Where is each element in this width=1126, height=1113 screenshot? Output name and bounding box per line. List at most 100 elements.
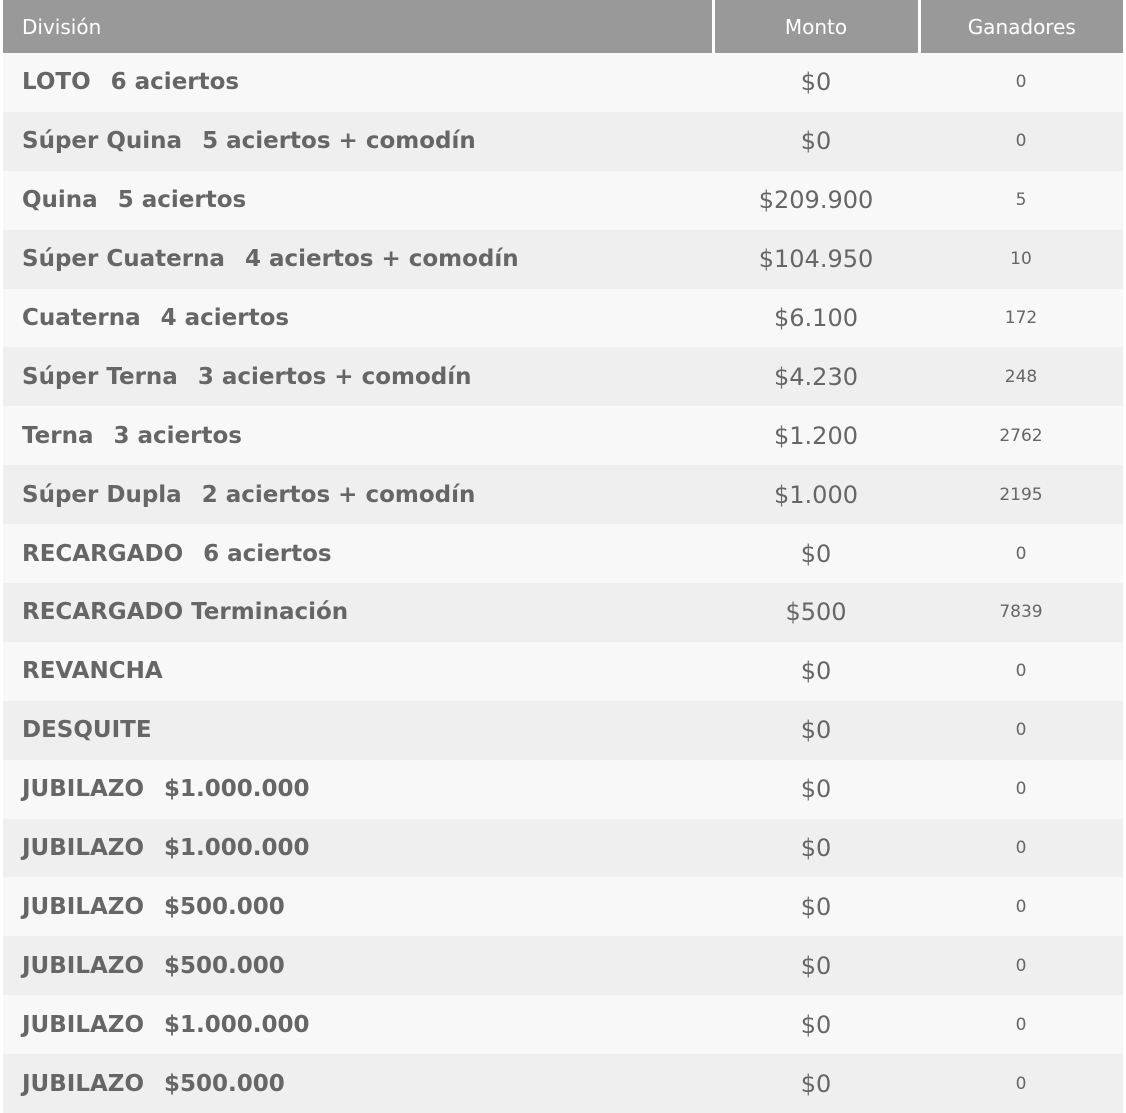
division-name: DESQUITE [22, 717, 152, 744]
division-detail: 6 aciertos [110, 69, 240, 96]
monto-cell: $0 [713, 818, 919, 878]
ganadores-cell: 10 [919, 229, 1123, 289]
ganadores-cell: 248 [919, 347, 1123, 407]
monto-cell: $0 [713, 53, 919, 112]
ganadores-cell: 2195 [919, 465, 1123, 525]
table-row: REVANCHA $0 0 [3, 641, 1123, 701]
division-name: Súper Quina [22, 128, 183, 155]
division-cell: JUBILAZO $500.000 [3, 936, 713, 996]
ganadores-cell: 5 [919, 170, 1123, 230]
monto-cell: $0 [713, 877, 919, 937]
table-row: RECARGADO 6 aciertos $0 0 [3, 524, 1123, 584]
division-detail: $500.000 [164, 893, 285, 920]
division-detail: 6 aciertos [203, 540, 332, 567]
division-cell: Cuaterna 4 aciertos [3, 288, 713, 348]
table-row: Súper Terna 3 aciertos + comodín $4.230 248 [3, 347, 1123, 407]
division-name: Cuaterna [22, 305, 141, 331]
ganadores-cell: 0 [919, 524, 1123, 584]
prize-table: División Monto Ganadores LOTO 6 aciertos $… [3, 0, 1123, 1113]
division-detail: 4 aciertos + comodín [244, 246, 519, 273]
monto-cell: $1.000 [713, 465, 919, 525]
monto-cell: $0 [713, 1054, 919, 1113]
division-name: Súper Dupla [22, 481, 182, 508]
division-cell: Súper Quina 5 aciertos + comodín [3, 111, 713, 171]
division-name: Súper Terna [22, 363, 178, 390]
ganadores-cell: 0 [919, 759, 1123, 819]
table-body: LOTO 6 aciertos $0 0 Súper Quina 5 aciertos +… [3, 53, 1123, 1113]
division-name: JUBILAZO [22, 835, 145, 862]
division-name: JUBILAZO [22, 1011, 145, 1038]
monto-cell: $0 [713, 111, 919, 171]
column-header-monto: Monto [711, 0, 919, 53]
ganadores-cell: 0 [919, 995, 1123, 1055]
monto-cell: $104.950 [713, 229, 919, 289]
monto-cell: $0 [713, 700, 919, 760]
division-cell: Súper Terna 3 aciertos + comodín [3, 347, 713, 407]
division-detail: 3 aciertos [113, 422, 242, 449]
division-detail: 3 aciertos + comodín [197, 363, 472, 390]
division-cell: RECARGADO Terminación [3, 583, 713, 642]
table-row: RECARGADO Terminación $500 7839 [3, 583, 1123, 642]
ganadores-cell: 0 [919, 700, 1123, 760]
table-row: Quina 5 aciertos $209.900 5 [3, 170, 1123, 230]
monto-cell: $0 [713, 524, 919, 584]
monto-cell: $1.200 [713, 406, 919, 466]
table-header: División Monto Ganadores [3, 0, 1123, 53]
table-row: JUBILAZO $1.000.000 $0 0 [3, 818, 1123, 878]
division-name: REVANCHA [22, 658, 163, 685]
division-cell: JUBILAZO $1.000.000 [3, 818, 713, 878]
table-row: LOTO 6 aciertos $0 0 [3, 53, 1123, 112]
monto-cell: $4.230 [713, 347, 919, 407]
division-cell: JUBILAZO $500.000 [3, 1054, 713, 1113]
division-name: Súper Cuaterna [22, 246, 225, 273]
division-cell: Súper Dupla 2 aciertos + comodín [3, 465, 713, 525]
prize-table-container: División Monto Ganadores LOTO 6 aciertos $… [3, 0, 1123, 1113]
table-row: Cuaterna 4 aciertos $6.100 172 [3, 288, 1123, 348]
table-row: Súper Dupla 2 aciertos + comodín $1.000 219… [3, 465, 1123, 525]
monto-cell: $209.900 [713, 170, 919, 230]
column-header-ganadores: Ganadores [917, 0, 1123, 53]
table-row: Terna 3 aciertos $1.200 2762 [3, 406, 1123, 466]
ganadores-cell: 0 [919, 53, 1123, 112]
table-row: JUBILAZO $1.000.000 $0 0 [3, 995, 1123, 1055]
monto-cell: $6.100 [713, 288, 919, 348]
table-row: Súper Cuaterna 4 aciertos + comodín $104.9… [3, 229, 1123, 289]
division-name: JUBILAZO [22, 952, 145, 979]
division-name: JUBILAZO [22, 776, 145, 803]
column-header-division: División [3, 0, 713, 53]
monto-cell: $0 [713, 995, 919, 1055]
division-detail: $1.000.000 [164, 776, 310, 803]
ganadores-cell: 0 [919, 936, 1123, 996]
ganadores-cell: 0 [919, 641, 1123, 701]
ganadores-cell: 0 [919, 818, 1123, 878]
division-cell: Súper Cuaterna 4 aciertos + comodín [3, 229, 713, 289]
division-cell: REVANCHA [3, 641, 713, 701]
table-row: JUBILAZO $1.000.000 $0 0 [3, 759, 1123, 819]
division-detail: 5 aciertos [117, 187, 247, 214]
division-name: RECARGADO [22, 540, 184, 567]
division-cell: Quina 5 aciertos [3, 170, 713, 230]
table-row: Súper Quina 5 aciertos + comodín $0 0 [3, 111, 1123, 171]
division-name: Terna [22, 422, 94, 449]
ganadores-cell: 7839 [919, 583, 1123, 642]
division-detail: $500.000 [164, 952, 285, 979]
division-cell: JUBILAZO $1.000.000 [3, 995, 713, 1055]
division-cell: Terna 3 aciertos [3, 406, 713, 466]
division-detail: 4 aciertos [160, 305, 290, 331]
monto-cell: $0 [713, 759, 919, 819]
monto-cell: $0 [713, 936, 919, 996]
ganadores-cell: 0 [919, 877, 1123, 937]
header-row: División Monto Ganadores [3, 0, 1123, 53]
division-detail: 2 aciertos + comodín [201, 481, 476, 508]
table-row: JUBILAZO $500.000 $0 0 [3, 1054, 1123, 1113]
division-name: RECARGADO Terminación [22, 599, 349, 626]
division-detail: 5 aciertos + comodín [202, 128, 476, 155]
table-row: DESQUITE $0 0 [3, 700, 1123, 760]
division-name: LOTO [22, 69, 91, 96]
ganadores-cell: 0 [919, 111, 1123, 171]
division-name: JUBILAZO [22, 893, 145, 920]
ganadores-cell: 172 [919, 288, 1123, 348]
table-row: JUBILAZO $500.000 $0 0 [3, 936, 1123, 996]
table-row: JUBILAZO $500.000 $0 0 [3, 877, 1123, 937]
division-cell: JUBILAZO $1.000.000 [3, 759, 713, 819]
